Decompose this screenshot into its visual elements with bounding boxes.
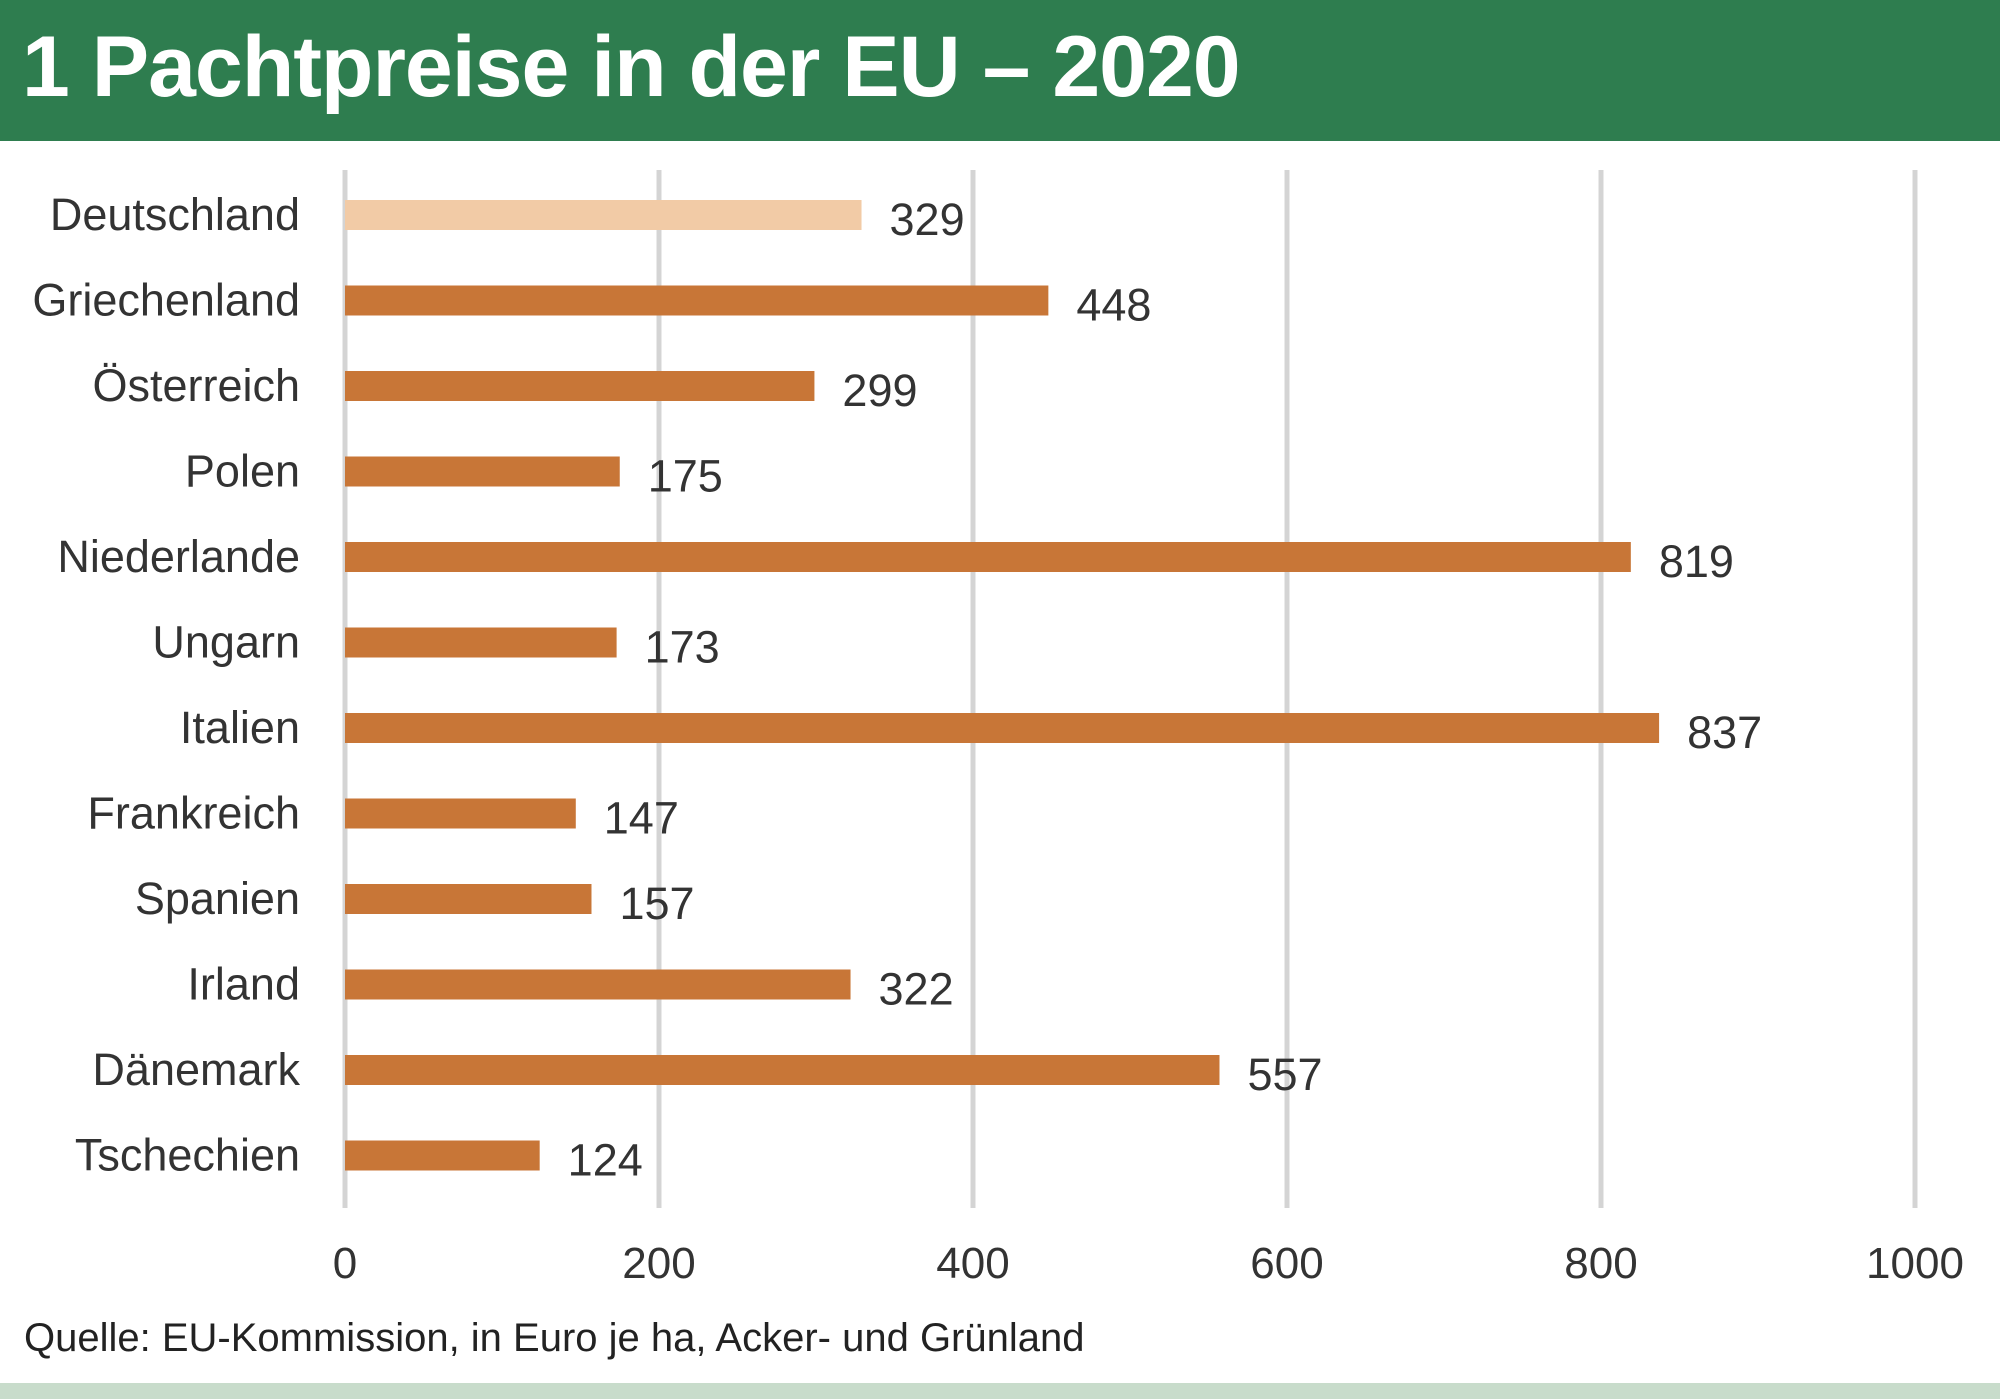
data-label: 173 xyxy=(645,622,720,673)
category-label: Irland xyxy=(187,959,300,1010)
bar xyxy=(345,542,1631,572)
data-label: 819 xyxy=(1659,536,1734,587)
data-label: 557 xyxy=(1247,1049,1322,1100)
bar xyxy=(345,884,592,914)
category-label: Griechenland xyxy=(32,275,300,326)
bar xyxy=(345,285,1049,316)
category-label: Frankreich xyxy=(87,788,300,839)
bar xyxy=(345,1055,1220,1085)
bottom-band xyxy=(0,1383,2000,1399)
data-label: 147 xyxy=(604,793,679,844)
data-label: 322 xyxy=(879,964,954,1015)
data-label: 329 xyxy=(890,194,965,245)
data-label: 448 xyxy=(1076,280,1151,331)
x-tick-label: 600 xyxy=(1250,1239,1323,1288)
bar xyxy=(345,713,1660,743)
chart-title: 1 Pachtpreise in der EU – 2020 xyxy=(22,19,1241,115)
category-label: Deutschland xyxy=(50,189,300,240)
data-label: 124 xyxy=(568,1135,643,1186)
category-label: Spanien xyxy=(135,873,300,924)
data-label: 157 xyxy=(619,878,694,929)
category-label: Österreich xyxy=(92,360,300,411)
bar xyxy=(345,456,620,487)
category-label: Tschechien xyxy=(75,1130,300,1181)
x-tick-label: 200 xyxy=(622,1239,695,1288)
data-label: 837 xyxy=(1687,707,1762,758)
x-tick-label: 800 xyxy=(1564,1239,1637,1288)
bar xyxy=(345,1140,540,1171)
category-label: Italien xyxy=(180,702,300,753)
bar xyxy=(345,798,576,829)
bar xyxy=(345,627,617,658)
bar xyxy=(345,200,862,230)
x-tick-label: 0 xyxy=(333,1239,357,1288)
category-label: Dänemark xyxy=(92,1044,300,1095)
data-label: 299 xyxy=(842,365,917,416)
x-tick-label: 400 xyxy=(936,1239,1009,1288)
source-note: Quelle: EU-Kommission, in Euro je ha, Ac… xyxy=(24,1316,1085,1360)
category-label: Polen xyxy=(185,446,300,497)
category-label: Ungarn xyxy=(152,617,300,668)
data-label: 175 xyxy=(648,451,723,502)
chart-header: 1 Pachtpreise in der EU – 2020 xyxy=(0,0,2000,141)
category-label: Niederlande xyxy=(57,531,300,582)
bar-chart: 0 200 400 600 800 1000 Deutschland 329 Griechenl… xyxy=(32,170,1964,1288)
x-tick-label: 1000 xyxy=(1866,1239,1964,1288)
bar xyxy=(345,371,815,401)
bar xyxy=(345,969,851,1000)
